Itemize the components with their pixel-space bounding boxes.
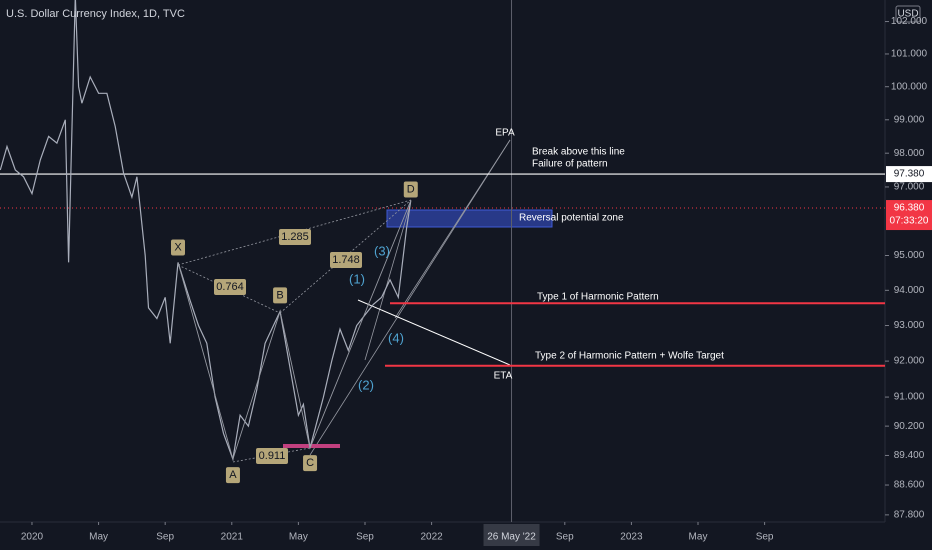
point-label-box [225, 467, 240, 484]
ratio: 0.764 [216, 281, 244, 293]
ratio-box: 0.764 [214, 279, 246, 295]
wave-label: (4) [388, 330, 404, 345]
y-tick-label: 95.000 [894, 250, 925, 261]
ratio: 1.285 [281, 231, 309, 243]
y-tick-label: 101.000 [891, 49, 928, 60]
wolfe-line [364, 204, 411, 361]
point-label: B [276, 289, 283, 301]
level-label: 97.380 [894, 169, 925, 180]
failure-label: Failure of pattern [532, 159, 608, 170]
reversal-zone [386, 209, 553, 228]
ratio-box: 1.748 [330, 252, 362, 268]
y-tick-label: 87.800 [894, 510, 925, 521]
x-tick-label: May [689, 532, 708, 543]
crosshair-label-box [483, 524, 540, 546]
x-tick-label: 2023 [620, 532, 643, 543]
eta-line [357, 299, 511, 366]
point-label: D [407, 183, 415, 195]
break-label: Break above this line [532, 147, 625, 158]
type1-label: Type 1 of Harmonic Pattern [537, 292, 659, 303]
type2-label: Type 2 of Harmonic Pattern + Wolfe Targe… [535, 351, 724, 362]
y-tick-label: 89.400 [894, 450, 925, 461]
eta-label: ETA [494, 371, 513, 382]
y-tick-label: 93.000 [894, 320, 925, 331]
y-tick-label: 97.000 [894, 182, 925, 193]
zone-label: Reversal potential zone [519, 213, 624, 224]
point-label-box [403, 181, 418, 198]
countdown-label: 07:33:20 [890, 216, 929, 227]
point-label: A [229, 469, 237, 481]
x-tick-label: Sep [756, 532, 774, 543]
point-label-box [273, 287, 288, 304]
y-tick-label: 102.000 [891, 16, 928, 27]
x-tick-label: Sep [156, 532, 174, 543]
ratio-line [279, 199, 412, 314]
x-tick-label: Sep [556, 532, 574, 543]
crosshair-label: 26 May '22 [487, 532, 536, 543]
y-tick-label: 98.000 [894, 148, 925, 159]
y-tick-label: 88.600 [894, 480, 925, 491]
x-tick-label: 2022 [420, 532, 443, 543]
pattern-line [177, 200, 412, 461]
currency: USD [897, 9, 918, 20]
ratio-box: 1.285 [279, 229, 311, 245]
ratio-line [232, 447, 311, 463]
currency-box [895, 5, 921, 23]
wolfe-line [309, 139, 511, 456]
wave-label: (2) [358, 377, 374, 392]
level-label-box [886, 166, 932, 183]
y-tick-label: 91.000 [894, 392, 925, 403]
point-label-box [170, 239, 185, 256]
ratio: 0.911 [259, 450, 286, 462]
y-tick-label: 99.000 [894, 114, 925, 125]
y-tick-label: 94.000 [894, 285, 925, 296]
price-line [0, 0, 412, 462]
wave-label: (1) [349, 271, 365, 286]
x-tick-label: 2021 [221, 532, 244, 543]
last-price-box [886, 200, 932, 231]
x-tick-label: May [89, 532, 108, 543]
x-tick-label: May [289, 532, 308, 543]
wave-label: (3) [374, 243, 390, 258]
y-tick-label: 90.200 [894, 421, 925, 432]
point-label: X [174, 241, 182, 253]
ratio-box: 0.911 [256, 448, 288, 464]
point-label-box [303, 455, 318, 472]
wolfe-line [394, 139, 511, 319]
x-tick-label: Sep [356, 532, 374, 543]
y-tick-label: 100.000 [891, 81, 928, 92]
chart-title: U.S. Dollar Currency Index, 1D, TVC [6, 8, 185, 20]
y-tick-label: 92.000 [894, 356, 925, 367]
ratio: 1.748 [332, 254, 360, 266]
last-price-label: 96.380 [894, 203, 925, 214]
point-label: C [306, 457, 314, 469]
x-tick-label: 2020 [21, 532, 44, 543]
epa-label: EPA [495, 128, 515, 139]
